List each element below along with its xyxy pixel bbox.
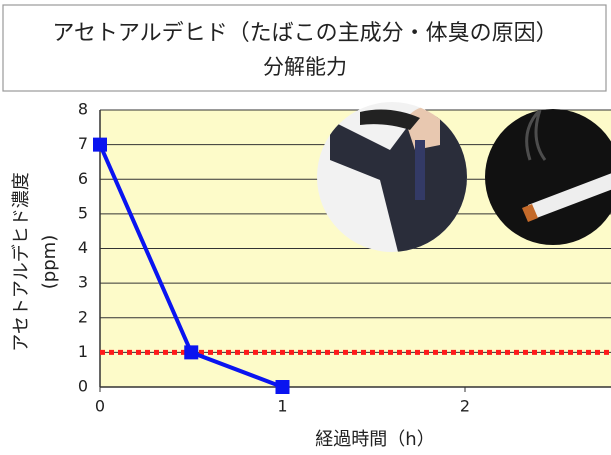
y-tick-label: 5 (78, 203, 88, 222)
photo-man (317, 102, 467, 252)
data-point (184, 345, 199, 360)
y-tick-label: 2 (78, 307, 88, 326)
y-tick-label: 8 (78, 100, 88, 119)
data-point (93, 137, 107, 152)
y-tick-label: 7 (78, 134, 88, 153)
y-axis-unit: (ppm) (39, 235, 60, 289)
x-axis-label: 経過時間（h） (315, 429, 434, 450)
y-tick-label: 0 (78, 377, 88, 396)
y-tick-label: 4 (78, 238, 88, 257)
title-box (2, 4, 607, 92)
data-point (275, 380, 290, 394)
y-tick-label: 3 (78, 273, 88, 292)
x-tick-label: 2 (460, 397, 470, 416)
y-tick-label: 1 (78, 342, 88, 361)
chart-subtitle: 分解能力 (263, 55, 347, 79)
x-tick-label: 1 (277, 397, 287, 416)
y-axis-label: アセトアルデヒド濃度 (11, 172, 32, 351)
y-tick-label: 6 (78, 169, 88, 188)
x-tick-label: 0 (95, 397, 105, 416)
chart-title: アセトアルデヒド（たばこの主成分・体臭の原因） (52, 21, 557, 46)
